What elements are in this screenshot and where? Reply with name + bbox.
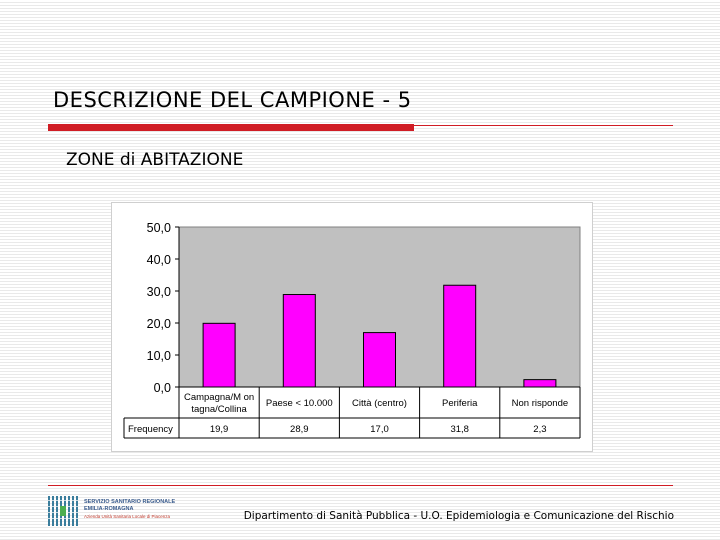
data-label: 19,9 <box>210 424 229 435</box>
data-label: 31,8 <box>450 424 469 435</box>
title-underline-bar <box>48 124 414 131</box>
bar-1 <box>202 322 236 388</box>
category-label: Paese < 10.000 <box>266 398 333 409</box>
series-label: Frequency <box>128 424 173 435</box>
footer-rule-left <box>48 485 244 486</box>
y-tick-label: 30,0 <box>147 285 171 299</box>
slide-title: DESCRIZIONE DEL CAMPIONE - 5 <box>53 88 412 112</box>
y-tick-label: 20,0 <box>147 317 171 331</box>
logo-line-2: EMILIA-ROMAGNA <box>84 506 134 512</box>
category-label: Campagna/M on <box>184 392 254 403</box>
chart-frame: 0,0 10,0 20,0 30,0 40,0 50,0 Campagna/M on tagn… <box>111 202 593 452</box>
y-tick-label: 40,0 <box>147 253 171 267</box>
category-label: Non risponde <box>512 398 569 409</box>
data-label: 28,9 <box>290 424 309 435</box>
data-label: 17,0 <box>370 424 389 435</box>
y-tick-label: 0,0 <box>154 381 171 395</box>
y-tick-label: 50,0 <box>147 221 171 235</box>
bar-3 <box>363 332 396 388</box>
category-label: Città (centro) <box>352 398 407 409</box>
logo-line-1: SERVIZIO SANITARIO REGIONALE <box>84 499 176 505</box>
slide-subtitle: ZONE di ABITAZIONE <box>66 150 244 170</box>
footer-department: Dipartimento di Sanità Pubblica - U.O. E… <box>243 510 674 522</box>
y-tick-label: 10,0 <box>147 349 171 363</box>
title-underline-rule <box>414 125 673 126</box>
ssr-logo: SERVIZIO SANITARIO REGIONALE EMILIA-ROMA… <box>48 493 198 529</box>
bar-4 <box>443 284 477 388</box>
data-label: 2,3 <box>533 424 546 435</box>
category-label: Periferia <box>442 398 478 409</box>
bar-5 <box>523 379 557 388</box>
logo-line-3: Azienda Unità Sanitaria Locale di Piacen… <box>84 514 171 519</box>
footer-rule-right <box>244 485 673 486</box>
category-label: tagna/Collina <box>191 404 247 415</box>
bar-chart: 0,0 10,0 20,0 30,0 40,0 50,0 Campagna/M ontagn… <box>123 221 581 439</box>
ssr-logo-icon <box>48 496 78 526</box>
bar-2 <box>282 294 316 388</box>
